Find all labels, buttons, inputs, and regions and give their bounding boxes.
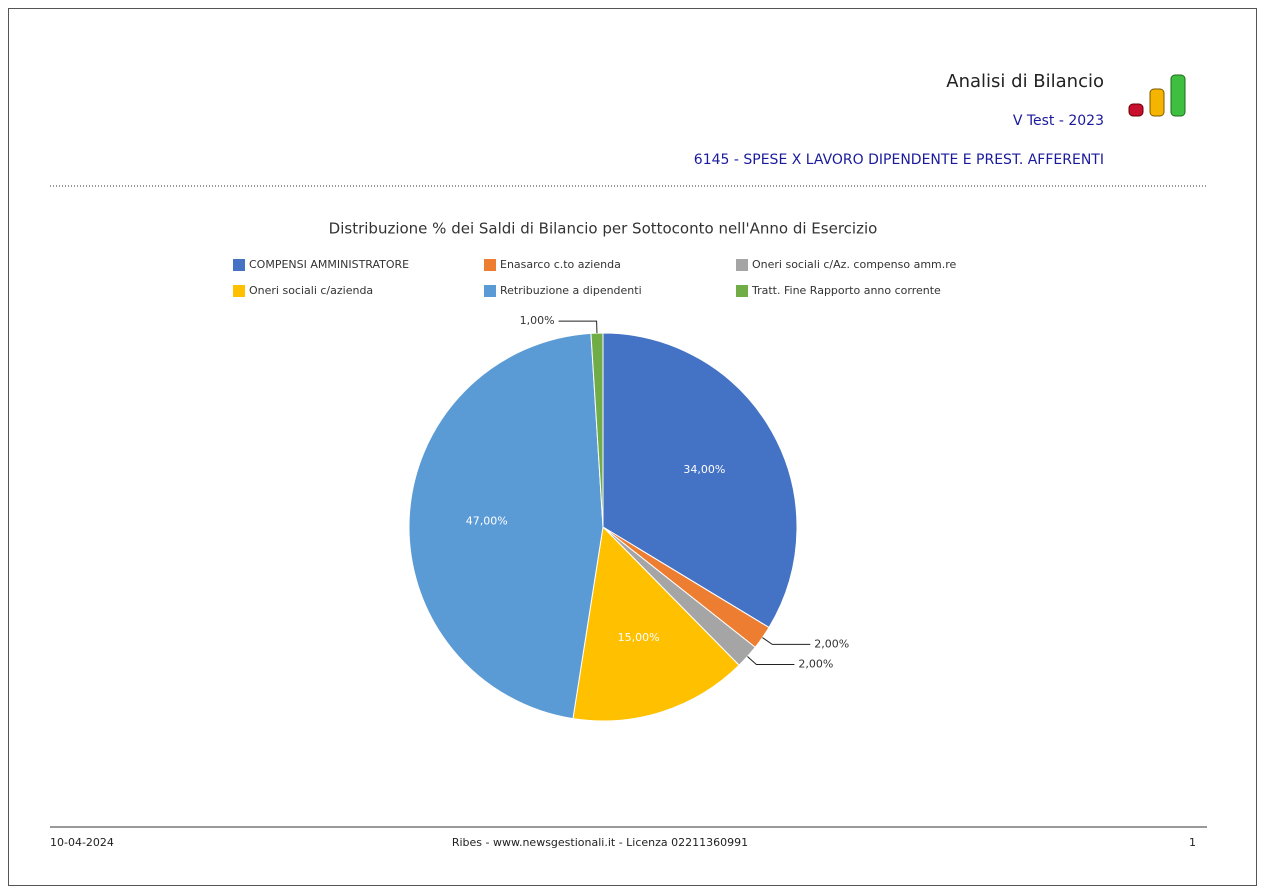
pie-slice	[602, 332, 798, 629]
legend-label: COMPENSI AMMINISTRATORE	[249, 258, 409, 271]
slice-label: 2,00%	[798, 658, 833, 671]
pie-slice	[408, 332, 604, 720]
account-title: 6145 - SPESE X LAVORO DIPENDENTE E PREST…	[694, 152, 1104, 168]
report-subtitle: V Test - 2023	[1013, 113, 1104, 129]
legend-swatch	[233, 259, 245, 271]
slice-label: 47,00%	[466, 515, 508, 528]
leader-line	[747, 656, 795, 666]
legend-label: Oneri sociali c/Az. compenso amm.re	[752, 258, 957, 271]
footer-date: 10-04-2024	[50, 836, 114, 849]
page-number: 1	[1189, 836, 1196, 849]
legend-swatch	[233, 285, 245, 297]
legend-label: Tratt. Fine Rapporto anno corrente	[751, 284, 941, 297]
leader-line	[558, 320, 598, 334]
chart-title: Distribuzione % dei Saldi di Bilancio pe…	[329, 220, 878, 238]
legend-swatch	[736, 259, 748, 271]
legend-swatch	[484, 285, 496, 297]
slice-label: 2,00%	[814, 637, 849, 650]
footer-license: Ribes - www.newsgestionali.it - Licenza …	[452, 836, 748, 849]
pie-slice	[572, 525, 740, 722]
report-title: Analisi di Bilancio	[946, 71, 1104, 92]
legend-label: Enasarco c.to azienda	[500, 258, 621, 271]
slice-label: 1,00%	[520, 314, 555, 327]
slice-label: 15,00%	[618, 631, 660, 644]
legend-label: Retribuzione a dipendenti	[500, 284, 642, 297]
legend-swatch	[736, 285, 748, 297]
legend-swatch	[484, 259, 496, 271]
legend-label: Oneri sociali c/azienda	[249, 284, 373, 297]
logo-icon	[1128, 74, 1186, 117]
leader-line	[762, 637, 811, 645]
slice-label: 34,00%	[683, 463, 725, 476]
